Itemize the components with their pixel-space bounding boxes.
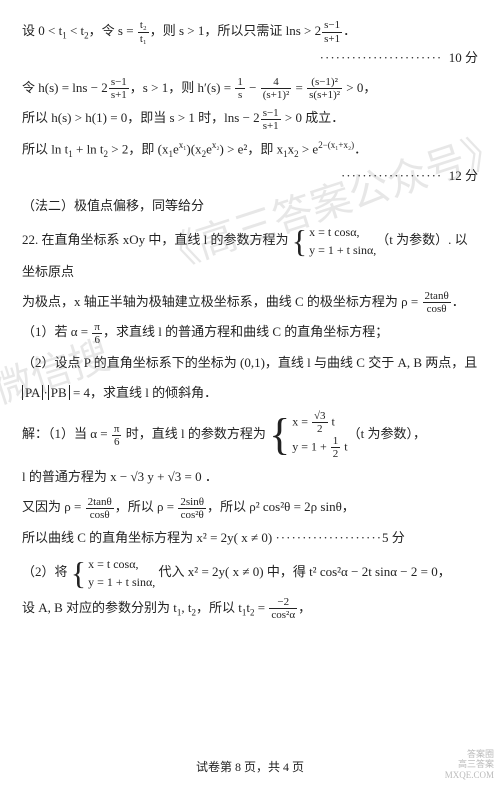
fraction: s−1s+1 [261,107,281,132]
abs-pa: PA [22,385,43,400]
text: 解：（1）当 α = [22,426,111,441]
text: （1）若 α = [22,324,91,339]
page-number: 试卷第 8 页，共 4 页 [0,758,500,775]
text: 所以 h(s) > h(1) = 0，即当 s > 1 时，lns − 2 [22,110,260,125]
text: > 0， [343,80,376,95]
score-12: ··················· 12 分 [341,163,478,189]
line-5: （法二）极值点偏移，同等给分 [22,193,478,219]
line-8: （1）若 α = π6，求直线 l 的普通方程和曲线 C 的直角坐标方程； [22,319,478,346]
text: ，令 s = [89,23,137,38]
text: , t [181,600,191,615]
text: 代入 x² = 2y( x ≠ 0) 中，得 t² cos²α − 2t sin… [155,564,450,579]
fraction: π6 [112,423,122,448]
text: （t 为参数）， [348,426,426,441]
text: ， [298,600,311,615]
corner-watermark: 答案圈 高三答案 MXQE.COM [445,749,494,781]
line-14: 所以曲线 C 的直角坐标方程为 x² = 2y( x ≠ 0) ········… [22,525,478,551]
line-10: PA·PB = 4，求直线 l 的倾斜角． [22,380,478,406]
abs-pb: PB [48,385,70,400]
line-9: （2）设点 P 的直角坐标系下的坐标为 (0,1)，直线 l 与曲线 C 交于 … [22,350,478,376]
fraction: t₂t₁ [138,19,149,44]
line-6: 22. 在直角坐标系 xOy 中，直线 l 的参数方程为 {x = t cosα… [22,223,478,285]
sup: 2−(x₁+x₂) [318,140,354,150]
text: ． [452,294,465,309]
brace-system: {x = t cosα,y = 1 + t sinα, [71,555,156,591]
fraction: 2tanθcosθ [423,290,451,315]
line-7: 为极点，x 轴正半轴为极轴建立极坐标系，曲线 C 的极坐标方程为 ρ = 2ta… [22,289,478,316]
text: > e [299,141,319,156]
text: 所以曲线 C 的直角坐标方程为 x² = 2y( x ≠ 0) [22,530,275,545]
text: ，求直线 l 的普通方程和曲线 C 的直角坐标方程； [103,324,388,339]
text: 设 0 < t [22,23,62,38]
corner-line-2: 高三答案 [445,759,494,770]
text: + ln t [73,141,104,156]
text: ，所以 ρ² cos²θ = 2ρ sinθ， [207,499,355,514]
text: 设 A, B 对应的参数分别为 t [22,600,177,615]
text: ) > e²，即 x [219,141,283,156]
text: ． [354,141,367,156]
text: 时，直线 l 的参数方程为 [122,426,269,441]
text: = [255,600,269,615]
line-11: 解：（1）当 α = π6 时，直线 l 的参数方程为 {x = √32 ty … [22,410,478,460]
text: 令 h(s) = lns − 2 [22,80,108,95]
fraction: (s−1)²s(s+1)² [307,76,342,101]
line-12: l 的普通方程为 x − √3 y + √3 = 0 ． [22,464,478,490]
text: − [246,80,260,95]
score-5: 5 分 [382,530,405,545]
text: > 0 成立． [282,110,345,125]
line-4: 所以 ln t1 + ln t2 > 2，即 (x1ex₁)(x2ex₂) > … [22,136,478,189]
corner-line-3: MXQE.COM [445,770,494,781]
text: = 4，求直线 l 的倾斜角． [70,385,217,400]
text: = [292,80,306,95]
text: ，s > 1，则 h′(s) = [130,80,235,95]
line-2: 令 h(s) = lns − 2s−1s+1，s > 1，则 h′(s) = 1… [22,75,478,102]
line-13: 又因为 ρ = 2tanθcosθ，所以 ρ = 2sinθcos²θ，所以 ρ… [22,494,478,521]
fraction: s−1s+1 [322,19,342,44]
line-1: 设 0 < t1 < t2，令 s = t₂t₁，则 s > 1，所以只需证 l… [22,18,478,71]
text: )(x [186,141,201,156]
brace-system: {x = t cosα,y = 1 + t sinα, [292,223,377,259]
text: ，所以 t [196,600,242,615]
fraction: π6 [92,321,102,346]
fraction: 2tanθcosθ [86,496,114,521]
fraction: −2cos²α [269,596,297,621]
fraction: 1s [235,76,245,101]
text: ． [343,23,356,38]
text: > 2，即 (x [108,141,168,156]
line-15: （2）将 {x = t cosα,y = 1 + t sinα, 代入 x² =… [22,555,478,591]
text: 为极点，x 轴正半轴为极轴建立极坐标系，曲线 C 的极坐标方程为 ρ = [22,294,422,309]
brace-system: {x = √32 ty = 1 + 12 t [269,410,348,460]
text: ，则 s > 1，所以只需证 lns > 2 [150,23,321,38]
text: 22. 在直角坐标系 xOy 中，直线 l 的参数方程为 [22,232,292,247]
text: < t [67,23,84,38]
dots: ···················· [275,530,382,545]
fraction: s−1s+1 [109,76,129,101]
line-16: 设 A, B 对应的参数分别为 t1, t2，所以 t1t2 = −2cos²α… [22,595,478,622]
text: 所以 ln t [22,141,68,156]
score-10: ······················· 10 分 [320,45,478,71]
page-content: 设 0 < t1 < t2，令 s = t₂t₁，则 s > 1，所以只需证 l… [0,0,500,622]
corner-line-1: 答案圈 [445,749,494,760]
fraction: 4(s+1)² [261,76,292,101]
line-3: 所以 h(s) > h(1) = 0，即当 s > 1 时，lns − 2s−1… [22,105,478,132]
text: ，所以 ρ = [115,499,178,514]
text: 又因为 ρ = [22,499,85,514]
text: （2）将 [22,564,71,579]
fraction: 2sinθcos²θ [178,496,206,521]
